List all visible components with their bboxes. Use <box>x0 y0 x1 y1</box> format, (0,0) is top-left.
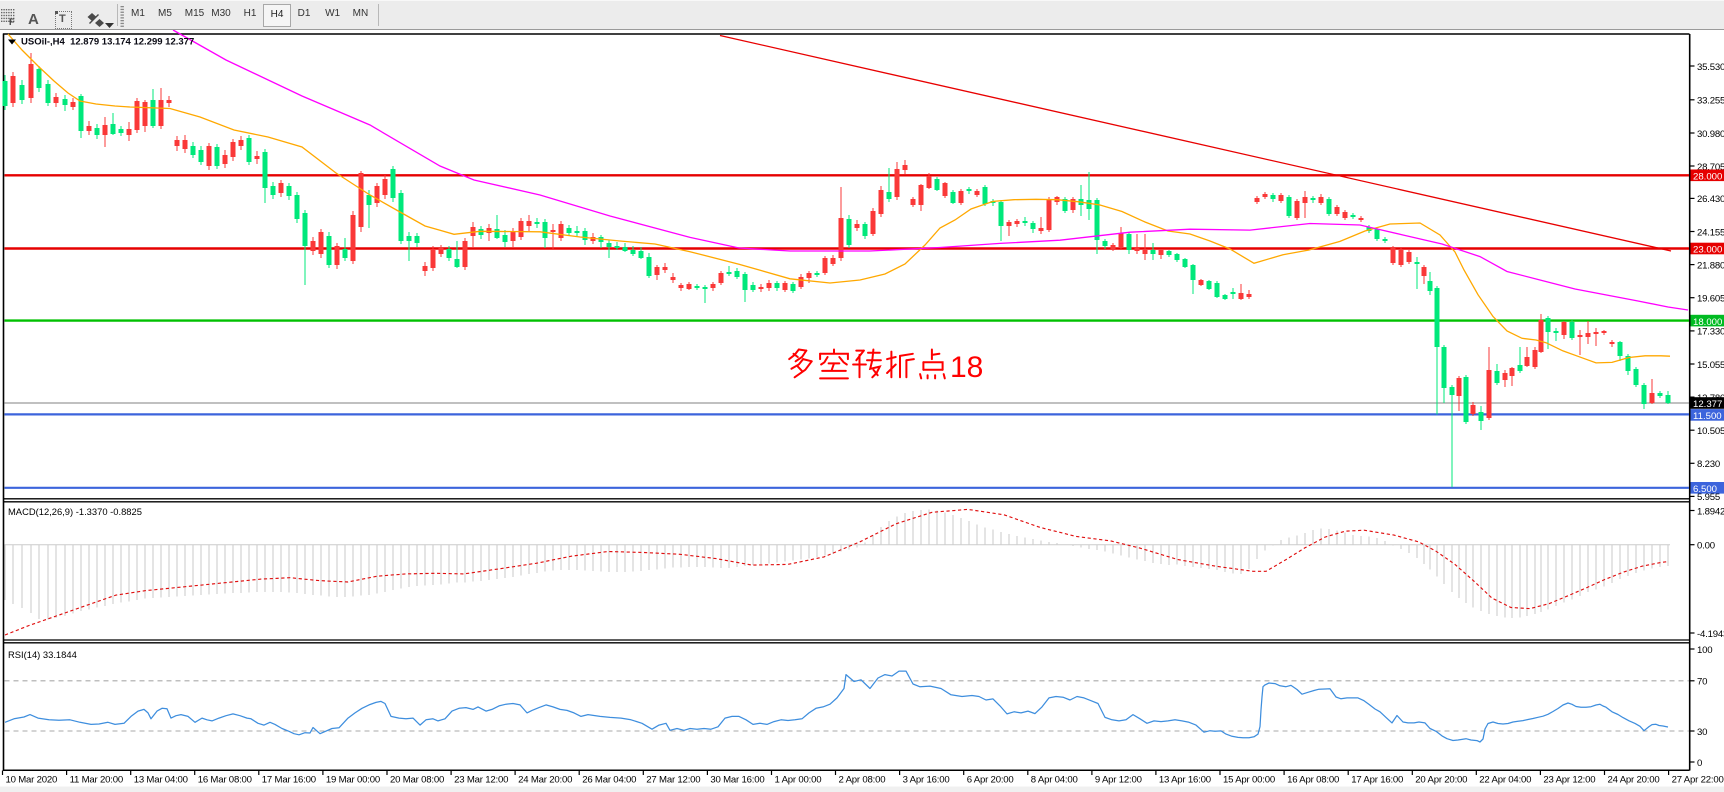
svg-text:10 Mar 2020: 10 Mar 2020 <box>6 775 58 786</box>
svg-text:20 Mar 08:00: 20 Mar 08:00 <box>390 775 444 786</box>
svg-text:19 Mar 00:00: 19 Mar 00:00 <box>326 775 380 786</box>
svg-text:26.430: 26.430 <box>1697 194 1724 205</box>
svg-text:0: 0 <box>1697 758 1702 769</box>
svg-text:USOil-,H4 12.879 13.174 12.29: USOil-,H4 12.879 13.174 12.299 12.377 <box>21 37 194 48</box>
svg-text:10.505: 10.505 <box>1697 426 1724 437</box>
svg-text:26 Mar 04:00: 26 Mar 04:00 <box>582 775 636 786</box>
svg-text:5.955: 5.955 <box>1697 492 1720 503</box>
svg-text:16 Mar 08:00: 16 Mar 08:00 <box>198 775 252 786</box>
svg-text:12.377: 12.377 <box>1693 399 1722 410</box>
svg-text:22 Apr 04:00: 22 Apr 04:00 <box>1479 775 1531 786</box>
svg-text:6.500: 6.500 <box>1693 484 1717 495</box>
svg-text:21.880: 21.880 <box>1697 260 1724 271</box>
svg-text:19.605: 19.605 <box>1697 294 1724 305</box>
svg-text:27 Mar 12:00: 27 Mar 12:00 <box>646 775 700 786</box>
svg-text:17.330: 17.330 <box>1697 327 1724 338</box>
svg-text:30.980: 30.980 <box>1697 129 1724 140</box>
svg-text:23 Apr 12:00: 23 Apr 12:00 <box>1543 775 1595 786</box>
svg-text:8 Apr 04:00: 8 Apr 04:00 <box>1031 775 1078 786</box>
svg-text:MACD(12,26,9) -1.3370 -0.8825: MACD(12,26,9) -1.3370 -0.8825 <box>8 506 142 517</box>
svg-text:30: 30 <box>1697 727 1707 738</box>
svg-text:9 Apr 12:00: 9 Apr 12:00 <box>1095 775 1142 786</box>
svg-text:11 Mar 20:00: 11 Mar 20:00 <box>70 775 123 786</box>
svg-text:15 Apr 00:00: 15 Apr 00:00 <box>1223 775 1275 786</box>
svg-text:2 Apr 08:00: 2 Apr 08:00 <box>839 775 886 786</box>
svg-text:F: F <box>9 17 15 26</box>
svg-text:18: 18 <box>950 351 983 384</box>
svg-text:11.500: 11.500 <box>1693 411 1722 422</box>
svg-text:35.530: 35.530 <box>1697 62 1724 73</box>
svg-text:13 Apr 16:00: 13 Apr 16:00 <box>1159 775 1211 786</box>
svg-text:16 Apr 08:00: 16 Apr 08:00 <box>1287 775 1339 786</box>
svg-text:23 Mar 12:00: 23 Mar 12:00 <box>454 775 508 786</box>
svg-text:24 Apr 20:00: 24 Apr 20:00 <box>1608 775 1660 786</box>
svg-text:-4.1943: -4.1943 <box>1697 629 1724 640</box>
svg-text:6 Apr 20:00: 6 Apr 20:00 <box>967 775 1014 786</box>
svg-text:RSI(14) 33.1844: RSI(14) 33.1844 <box>8 649 77 660</box>
svg-text:18.000: 18.000 <box>1693 317 1722 328</box>
svg-text:30 Mar 16:00: 30 Mar 16:00 <box>710 775 764 786</box>
svg-text:24.155: 24.155 <box>1697 227 1724 238</box>
svg-text:33.255: 33.255 <box>1697 96 1724 107</box>
svg-text:24 Mar 20:00: 24 Mar 20:00 <box>518 775 572 786</box>
svg-text:27 Apr 22:00: 27 Apr 22:00 <box>1672 775 1724 786</box>
svg-text:3 Apr 16:00: 3 Apr 16:00 <box>903 775 950 786</box>
svg-text:20 Apr 20:00: 20 Apr 20:00 <box>1415 775 1467 786</box>
svg-text:8.230: 8.230 <box>1697 459 1720 470</box>
svg-text:13 Mar 04:00: 13 Mar 04:00 <box>134 775 188 786</box>
svg-text:70: 70 <box>1697 677 1707 688</box>
svg-text:28.705: 28.705 <box>1697 162 1724 173</box>
svg-text:17 Mar 16:00: 17 Mar 16:00 <box>262 775 316 786</box>
svg-text:23.000: 23.000 <box>1693 245 1722 256</box>
svg-text:28.000: 28.000 <box>1693 172 1722 183</box>
svg-text:1.8942: 1.8942 <box>1697 506 1724 517</box>
svg-text:15.055: 15.055 <box>1697 360 1724 371</box>
svg-text:100: 100 <box>1697 645 1712 656</box>
svg-text:1 Apr 00:00: 1 Apr 00:00 <box>775 775 822 786</box>
svg-text:17 Apr 16:00: 17 Apr 16:00 <box>1351 775 1403 786</box>
svg-text:0.00: 0.00 <box>1697 541 1715 552</box>
